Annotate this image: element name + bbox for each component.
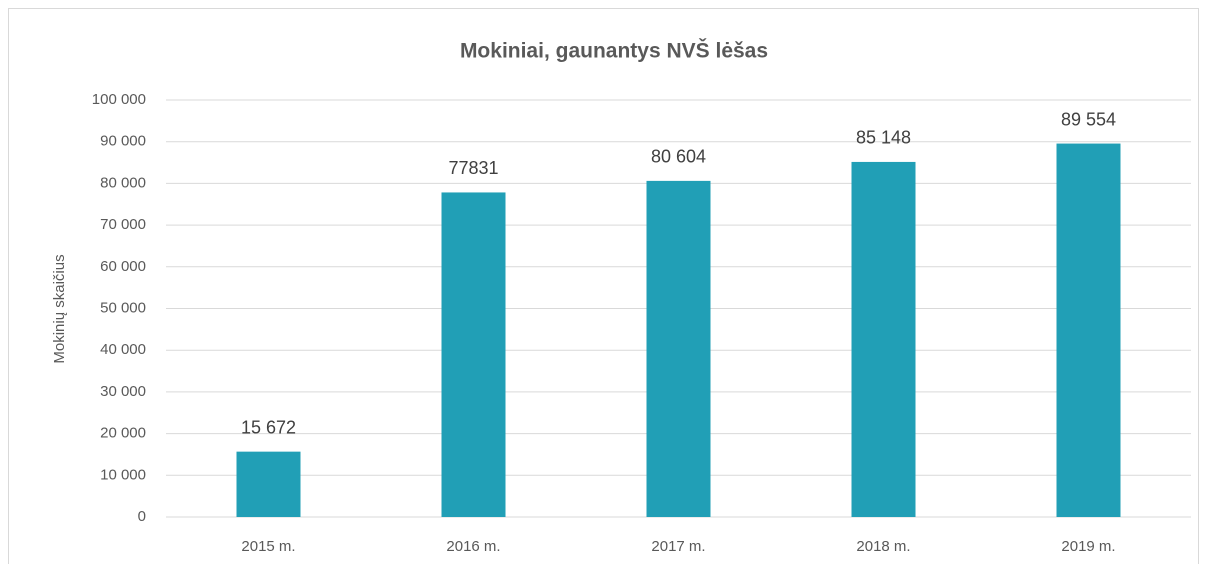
x-tick-label: 2018 m. [856,538,910,555]
y-tick-label: 0 [138,508,146,525]
y-tick-label: 40 000 [100,341,146,358]
data-label: 85 148 [856,128,911,148]
y-tick-label: 90 000 [100,133,146,150]
x-tick-label: 2017 m. [651,538,705,555]
data-label: 77831 [448,158,498,178]
data-label: 15 672 [241,417,296,437]
y-tick-label: 60 000 [100,258,146,275]
bar [851,161,916,517]
y-tick-label: 10 000 [100,466,146,483]
y-tick-label: 20 000 [100,425,146,442]
data-label: 80 604 [651,147,706,167]
bar [646,180,711,517]
y-tick-label: 50 000 [100,299,146,316]
bar [236,451,301,517]
y-tick-label: 30 000 [100,383,146,400]
bar [441,192,506,517]
y-axis-label: Mokinių skaičius [51,254,68,363]
y-tick-label: 70 000 [100,216,146,233]
x-tick-label: 2016 m. [446,538,500,555]
x-tick-label: 2015 m. [241,538,295,555]
bar [1056,143,1121,517]
data-label: 89 554 [1061,109,1116,129]
chart-border [8,8,1199,564]
y-tick-label: 100 000 [92,91,146,108]
chart-title: Mokiniai, gaunantys NVŠ lėšas [460,39,768,63]
y-tick-label: 80 000 [100,174,146,191]
x-tick-label: 2019 m. [1061,538,1115,555]
